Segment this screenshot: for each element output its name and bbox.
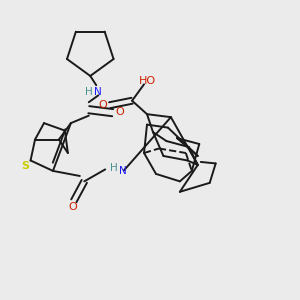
Text: O: O [116, 107, 124, 117]
Text: N: N [94, 87, 102, 97]
Text: S: S [21, 161, 29, 171]
Text: HO: HO [139, 76, 156, 86]
Text: O: O [68, 202, 77, 212]
Text: N: N [119, 166, 126, 176]
Text: O: O [99, 100, 107, 110]
Text: H: H [85, 87, 93, 97]
Text: H: H [110, 163, 118, 173]
